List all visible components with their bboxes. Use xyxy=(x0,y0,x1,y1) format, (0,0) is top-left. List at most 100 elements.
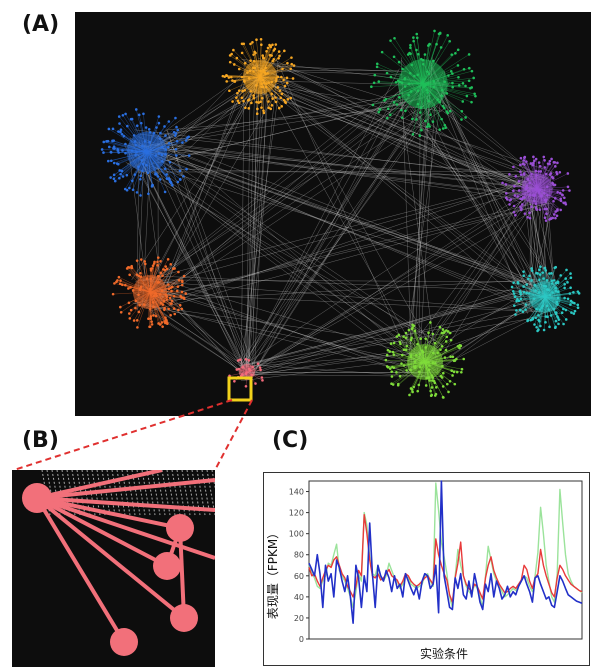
network-node xyxy=(522,159,526,162)
network-node xyxy=(284,101,288,105)
network-edge xyxy=(249,290,529,365)
zoom-edge xyxy=(36,478,215,500)
network-node xyxy=(555,214,559,218)
network-edge xyxy=(143,89,449,286)
network-node xyxy=(411,117,414,121)
network-node xyxy=(260,96,264,100)
network-node xyxy=(397,95,401,99)
network-node xyxy=(135,124,139,128)
network-node xyxy=(549,172,553,175)
network-edge xyxy=(270,81,535,314)
network-node xyxy=(543,266,547,270)
network-node xyxy=(235,368,239,371)
network-node xyxy=(139,271,142,275)
network-node xyxy=(519,292,523,296)
network-edge xyxy=(144,167,247,373)
network-edge xyxy=(245,364,424,377)
network-edge xyxy=(167,174,547,304)
network-edge xyxy=(272,94,542,298)
network-node xyxy=(124,112,127,116)
network-node xyxy=(256,107,259,111)
network-node xyxy=(548,272,551,275)
network-node xyxy=(181,141,184,144)
network-edge xyxy=(530,204,539,292)
network-node xyxy=(395,335,399,338)
zoom-highlight-box[interactable] xyxy=(227,376,253,402)
y-axis-label: 表现量（FPKM） xyxy=(266,527,280,619)
network-edge xyxy=(150,135,541,289)
network-node xyxy=(446,330,450,333)
network-edge xyxy=(167,129,244,369)
network-node xyxy=(404,336,408,340)
network-edge xyxy=(130,152,406,356)
network-edge xyxy=(275,73,439,360)
network-node xyxy=(286,61,289,65)
network-node xyxy=(231,100,234,103)
network-node xyxy=(523,155,527,159)
network-edge xyxy=(405,107,546,290)
network-node xyxy=(428,125,431,128)
network-node xyxy=(375,65,379,69)
network-node xyxy=(261,54,264,57)
network-node xyxy=(528,274,531,278)
network-node xyxy=(175,125,178,129)
network-edge xyxy=(240,356,438,382)
network-node xyxy=(116,162,120,166)
network-node xyxy=(526,215,529,219)
network-node xyxy=(569,299,573,303)
network-edge xyxy=(143,103,404,148)
network-node xyxy=(139,174,143,178)
network-node xyxy=(371,103,375,107)
y-tick-label: 40 xyxy=(294,593,304,602)
network-node xyxy=(505,192,508,195)
network-node xyxy=(256,362,260,366)
network-node xyxy=(544,320,547,324)
network-edge xyxy=(160,72,247,303)
network-node xyxy=(462,357,466,361)
expression-line-chart: 表现量（FPKM） 实验条件 0 20 40 60 80 100 120 140 xyxy=(266,480,583,661)
network-edge xyxy=(246,64,407,73)
network-node xyxy=(388,367,392,370)
network-node xyxy=(164,265,168,268)
network-edge xyxy=(166,129,255,370)
network-edge xyxy=(153,81,246,309)
network-node xyxy=(470,69,474,73)
network-edge xyxy=(247,95,269,364)
network-node xyxy=(541,271,545,274)
network-node xyxy=(139,194,142,197)
cluster-core xyxy=(521,173,553,205)
network-node xyxy=(524,303,528,306)
network-node xyxy=(176,180,180,184)
network-edge xyxy=(257,78,521,200)
network-node xyxy=(111,139,114,143)
network-edge xyxy=(145,108,445,310)
network-node xyxy=(424,384,428,387)
network-node xyxy=(559,199,563,203)
network-edge xyxy=(252,191,537,370)
network-node xyxy=(461,100,465,103)
network-node xyxy=(385,116,389,120)
network-edge xyxy=(165,82,410,294)
network-edge xyxy=(158,181,532,285)
network-edge xyxy=(159,95,431,163)
network-node xyxy=(260,376,264,379)
network-node xyxy=(409,387,413,390)
network-node xyxy=(168,296,172,300)
network-node xyxy=(512,165,515,169)
cyan-cluster xyxy=(510,265,581,333)
network-node xyxy=(530,269,534,272)
network-node xyxy=(250,101,253,105)
network-node xyxy=(440,331,444,335)
network-node xyxy=(271,97,274,100)
network-edge xyxy=(252,88,536,190)
network-node xyxy=(232,48,235,52)
network-node xyxy=(559,197,563,201)
network-node xyxy=(392,341,396,345)
network-node xyxy=(134,306,137,310)
network-edge xyxy=(243,291,538,367)
network-node xyxy=(144,126,148,129)
network-node xyxy=(543,159,546,162)
network-node xyxy=(174,116,177,120)
network-node xyxy=(182,174,185,178)
